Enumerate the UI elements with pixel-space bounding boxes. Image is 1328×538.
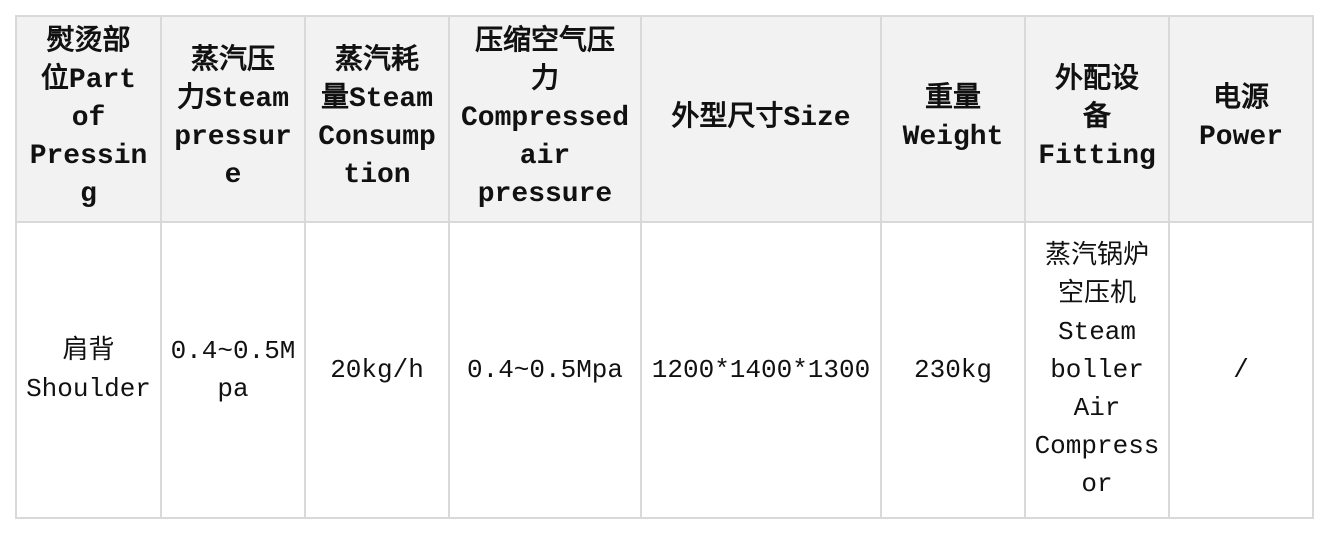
header-row: 熨烫部 位Part of Pressin g 蒸汽压 力Steam pressu…	[15, 15, 1314, 223]
header-power: 电源 Power	[1168, 15, 1314, 223]
cell-compressed-air-pressure: 0.4~0.5Mpa	[448, 221, 642, 519]
cell-fitting: 蒸汽锅炉 空压机 Steam boller Air Compress or	[1024, 221, 1170, 519]
cell-weight: 230kg	[880, 221, 1026, 519]
header-compressed-air-pressure: 压缩空气压 力 Compressed air pressure	[448, 15, 642, 223]
table-row: 肩背 Shoulder 0.4~0.5M pa 20kg/h 0.4~0.5Mp…	[15, 221, 1314, 519]
header-part-of-pressing: 熨烫部 位Part of Pressin g	[15, 15, 162, 223]
header-steam-pressure: 蒸汽压 力Steam pressur e	[160, 15, 306, 223]
cell-part-of-pressing: 肩背 Shoulder	[15, 221, 162, 519]
cell-power: /	[1168, 221, 1314, 519]
cell-steam-consumption: 20kg/h	[304, 221, 450, 519]
header-weight: 重量 Weight	[880, 15, 1026, 223]
header-fitting: 外配设 备 Fitting	[1024, 15, 1170, 223]
cell-size: 1200*1400*1300	[640, 221, 882, 519]
header-size: 外型尺寸Size	[640, 15, 882, 223]
cell-steam-pressure: 0.4~0.5M pa	[160, 221, 306, 519]
header-steam-consumption: 蒸汽耗 量Steam Consump tion	[304, 15, 450, 223]
spec-table: 熨烫部 位Part of Pressin g 蒸汽压 力Steam pressu…	[15, 15, 1314, 519]
